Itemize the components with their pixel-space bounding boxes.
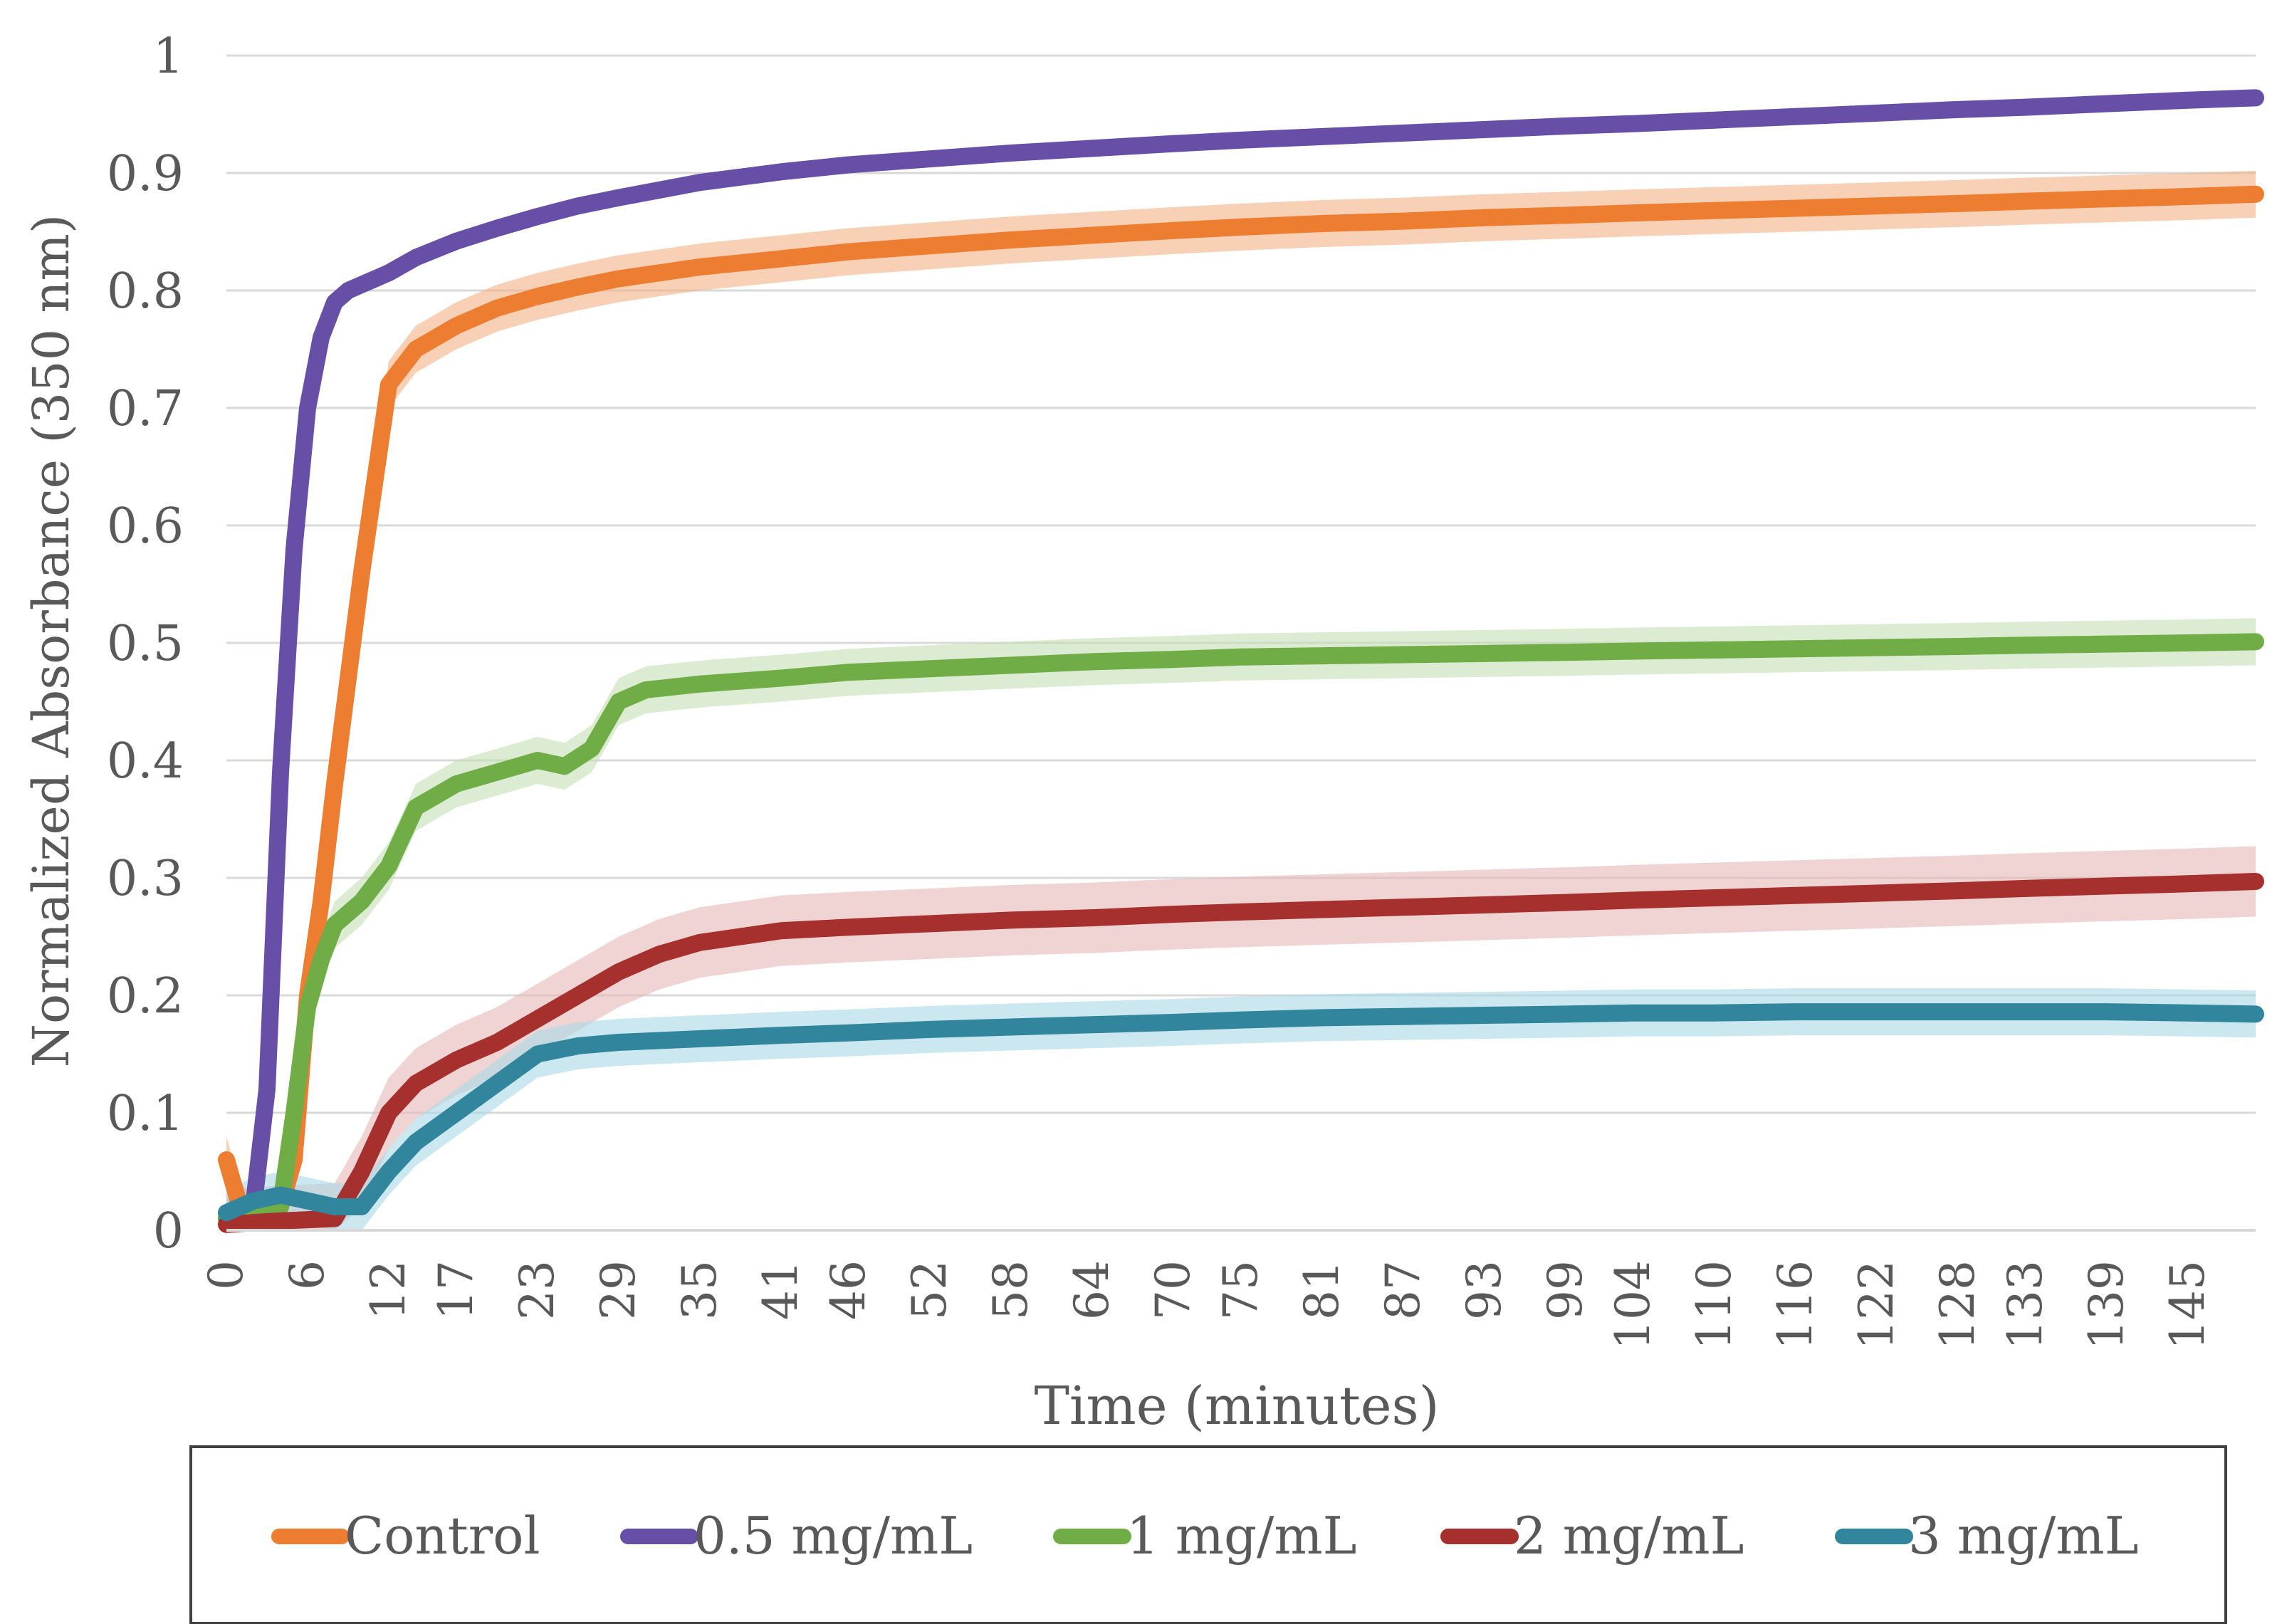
series-lines — [218, 89, 2264, 1233]
legend-label-0-5-mg-ml: 0.5 mg/mL — [694, 1506, 973, 1566]
x-tick-label: 35 — [672, 1260, 727, 1320]
x-tick-label: 104 — [1606, 1260, 1660, 1350]
x-tick-label: 23 — [510, 1260, 565, 1320]
legend-box — [189, 1445, 2227, 1624]
x-tick-label: 6 — [280, 1260, 335, 1290]
y-tick-label: 0.8 — [107, 263, 184, 320]
series-line-0-5-mg-ml — [218, 89, 2264, 1227]
x-tick-label: 46 — [821, 1260, 876, 1320]
x-tick-label: 122 — [1849, 1260, 1904, 1350]
x-tick-label: 52 — [902, 1260, 957, 1320]
series-line-2-mg-ml — [218, 872, 2264, 1233]
x-tick-label: 41 — [753, 1260, 808, 1320]
x-tick-label: 145 — [2160, 1260, 2215, 1350]
x-tick-label: 0 — [199, 1260, 253, 1290]
series-line-control — [218, 185, 2264, 1227]
y-tick-label: 0.5 — [107, 616, 184, 672]
y-tick-label: 0.4 — [107, 733, 184, 790]
y-axis-title: Normalized Absorbance (350 nm) — [22, 214, 80, 1067]
x-tick-label: 17 — [429, 1260, 483, 1320]
legend-label-3-mg-ml: 3 mg/mL — [1908, 1506, 2138, 1566]
x-tick-label: 116 — [1768, 1260, 1823, 1350]
x-tick-label: 12 — [361, 1260, 416, 1320]
y-tick-label: 0.7 — [107, 381, 184, 437]
y-tick-label: 0.6 — [107, 498, 184, 555]
x-tick-label: 133 — [1998, 1260, 2053, 1350]
x-tick-label: 93 — [1457, 1260, 1512, 1320]
x-axis-title: Time (minutes) — [1035, 1376, 1440, 1437]
x-tick-label: 70 — [1146, 1260, 1200, 1320]
y-tick-label: 0.9 — [107, 146, 184, 202]
y-tick-label: 0.1 — [107, 1086, 184, 1142]
x-tick-label: 87 — [1376, 1260, 1430, 1320]
x-tick-label: 64 — [1064, 1260, 1119, 1320]
legend-label-2-mg-ml: 2 mg/mL — [1514, 1506, 1744, 1566]
legend-label-control: Control — [345, 1506, 540, 1566]
y-tick-label: 0 — [153, 1203, 184, 1259]
legend: Control 0.5 mg/mL 1 mg/mL 2 mg/mL 3 mg/mL — [271, 1506, 2138, 1566]
x-tick-label: 110 — [1687, 1260, 1742, 1350]
x-tick-label: 139 — [2079, 1260, 2134, 1350]
x-tick-label: 99 — [1538, 1260, 1593, 1320]
x-tick-label: 58 — [983, 1260, 1038, 1320]
x-tick-label: 128 — [1930, 1260, 1985, 1350]
legend-label-1-mg-ml: 1 mg/mL — [1126, 1506, 1356, 1566]
x-tick-label: 81 — [1294, 1260, 1349, 1320]
y-tick-label: 0.3 — [107, 851, 184, 907]
x-tick-label: 75 — [1213, 1260, 1268, 1320]
y-tick-label: 0.2 — [107, 968, 184, 1025]
axes: 00.10.20.30.40.50.60.70.80.910 6 12 17 23 29 3… — [107, 28, 2256, 1350]
series-line-3-mg-ml — [218, 1003, 2264, 1222]
y-tick-label: 1 — [153, 28, 184, 85]
error-band-3-mg-ml — [226, 988, 2256, 1230]
series-line-1-mg-ml — [218, 633, 2264, 1227]
x-tick-label: 29 — [591, 1260, 646, 1320]
